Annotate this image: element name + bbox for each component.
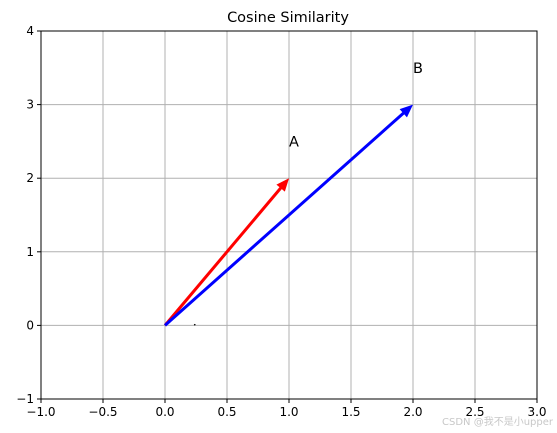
- vector-b: [164, 104, 413, 327]
- y-tick-label: 2: [26, 171, 34, 185]
- annotation-b: B: [413, 61, 423, 77]
- y-tick-label: −1: [16, 392, 34, 406]
- y-tick-label: 1: [26, 245, 34, 259]
- x-tick-label: 3.0: [527, 405, 546, 419]
- vector-a-shaft: [163, 186, 283, 327]
- y-axis-ticks: −1 0 1 2 3 4: [16, 24, 41, 406]
- x-tick-label: 1.5: [341, 405, 360, 419]
- x-tick-label: 2.5: [465, 405, 484, 419]
- vector-a: [163, 178, 289, 327]
- plot-frame: [40, 30, 538, 400]
- x-tick-label: 0.0: [155, 405, 174, 419]
- y-tick-label: 0: [26, 318, 34, 332]
- x-axis-ticks: −1.0 −0.5 0.0 0.5 1.0 1.5 2.0 2.5 3.0: [26, 399, 547, 419]
- y-tick-label: 3: [26, 98, 34, 112]
- vector-b-shaft: [164, 111, 406, 327]
- vector-a-head: [276, 178, 289, 192]
- chart-title: Cosine Similarity: [227, 10, 349, 26]
- x-tick-label: 0.5: [217, 405, 236, 419]
- watermark: CSDN @我不是小upper: [442, 416, 554, 428]
- x-tick-label: −1.0: [26, 405, 55, 419]
- stray-dot: [193, 323, 196, 326]
- vector-b-head: [399, 104, 413, 118]
- x-tick-label: 2.0: [403, 405, 422, 419]
- annotation-a: A: [289, 134, 299, 150]
- y-tick-label: 4: [26, 24, 34, 38]
- vectors: [163, 104, 413, 327]
- annotations: AB: [193, 61, 423, 326]
- x-tick-label: −0.5: [88, 405, 117, 419]
- x-tick-label: 1.0: [279, 405, 298, 419]
